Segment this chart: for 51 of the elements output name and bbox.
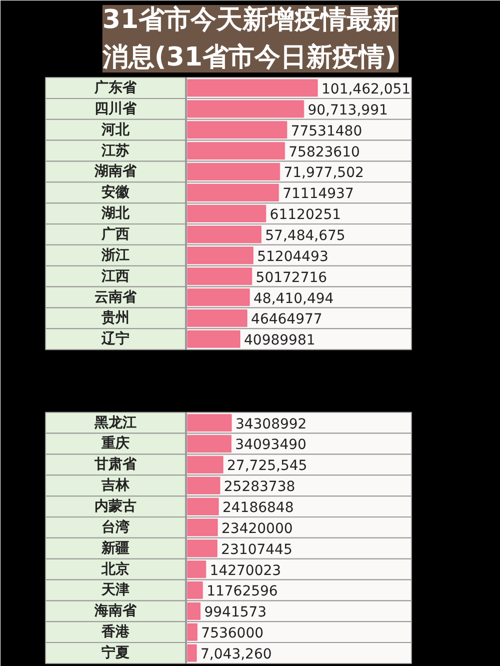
data-label: 27,725,545 (227, 458, 308, 474)
y-tick-label: 宁夏 (102, 644, 130, 662)
data-label: 7,043,260 (200, 646, 272, 663)
data-label: 75823610 (288, 144, 360, 160)
data-label: 9941573 (204, 604, 267, 621)
y-tick-label: 广西 (100, 225, 130, 242)
data-label: 25283738 (224, 479, 296, 496)
data-label: 71114937 (282, 186, 354, 202)
y-tick-label: 北京 (100, 560, 130, 578)
data-label: 77531480 (290, 123, 362, 140)
y-tick-label: 台湾 (102, 518, 130, 536)
y-tick-label: 重庆 (100, 434, 130, 452)
data-label: 34308992 (235, 416, 307, 432)
y-tick-label: 河北 (100, 122, 130, 138)
y-tick-label: 浙江 (100, 247, 130, 264)
data-label: 7536000 (201, 626, 264, 642)
data-label: 71,977,502 (284, 165, 364, 182)
y-tick-label: 甘肃省 (94, 456, 138, 473)
y-tick-label: 天津 (100, 582, 130, 598)
data-label: 46464977 (251, 312, 322, 328)
chart-title: 31省市今天新增疫情最新消息(31省市今日新疫情) (101, 5, 399, 72)
data-label: 23107445 (221, 542, 292, 558)
y-tick-label: 黑龙江 (94, 414, 136, 431)
data-label: 50172716 (256, 270, 328, 286)
data-label: 90,713,991 (308, 102, 388, 118)
y-tick-label: 云南省 (94, 289, 138, 306)
data-label: 34093490 (235, 437, 306, 454)
y-tick-label: 广东省 (94, 78, 138, 96)
y-tick-label: 贵州 (100, 310, 130, 326)
data-label: 57,484,675 (265, 228, 346, 244)
data-label: 23420000 (222, 520, 293, 537)
data-label: 14270023 (210, 562, 282, 579)
y-tick-label: 香港 (100, 624, 130, 640)
y-tick-label: 安徽 (102, 184, 130, 201)
y-tick-label: 新疆 (100, 539, 130, 556)
data-label: 48,410,494 (254, 290, 334, 307)
data-label: 51204493 (257, 248, 328, 265)
data-label: 11762596 (206, 584, 278, 600)
data-label: 101,462,051 (322, 81, 411, 98)
data-label: 24186848 (222, 500, 294, 516)
y-tick-label: 江西 (100, 268, 130, 284)
y-tick-label: 湖北 (100, 206, 130, 222)
y-tick-label: 内蒙古 (94, 498, 136, 515)
y-tick-label: 湖南省 (94, 164, 138, 180)
y-tick-label: 海南省 (94, 603, 138, 620)
y-tick-label: 江苏 (100, 142, 130, 159)
y-tick-label: 吉林 (100, 478, 130, 494)
data-label: 40989981 (244, 332, 316, 349)
y-tick-label: 四川省 (94, 100, 138, 117)
y-tick-label: 辽宁 (100, 330, 130, 348)
data-label: 61120251 (270, 207, 342, 224)
